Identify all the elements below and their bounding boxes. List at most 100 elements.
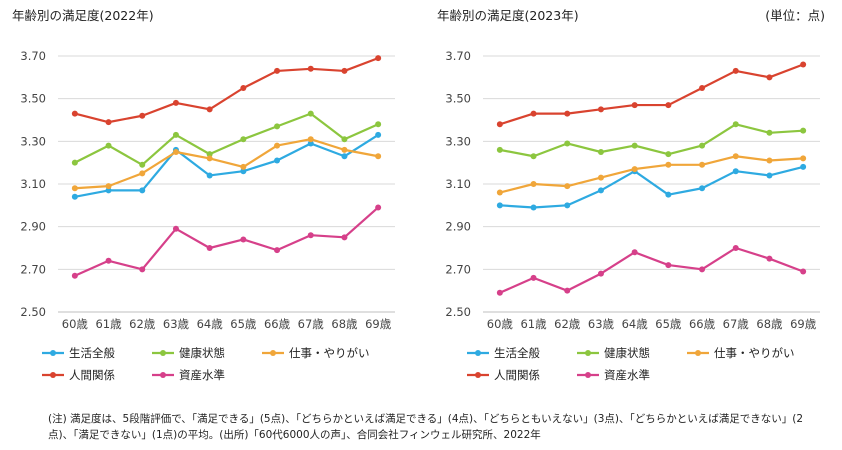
legend-label: 人間関係 [69,368,115,382]
data-point [766,129,773,136]
data-point [105,142,112,149]
data-point [800,268,807,275]
x-tick-label: 64歳 [197,317,224,331]
data-point [375,204,382,211]
data-point [105,187,112,194]
data-point [172,131,179,138]
x-tick-label: 60歳 [62,317,89,331]
data-point [206,155,213,162]
data-point [631,142,638,149]
data-point [800,163,807,170]
data-point [341,136,348,143]
legend-swatch-marker [585,372,591,378]
data-point [139,266,146,273]
data-point [496,146,503,153]
data-point [139,112,146,119]
x-tick-label: 62歳 [129,317,156,331]
data-point [375,131,382,138]
footnote: (注) 満足度は、5段階評価で、「満足できる」(5点)、「どちらかといえば満足で… [48,413,804,441]
legend-swatch-marker [695,350,701,356]
data-point [597,187,604,194]
x-tick-label: 68歳 [331,317,358,331]
chart-2023: 年齢別の満足度(2023年) (単位：点) 2.50 2.70 2.90 3.10 3.30… [437,8,825,382]
legend-label: 健康状態 [179,346,225,360]
data-point [597,149,604,155]
data-point [530,153,537,160]
data-point [699,266,706,273]
data-point [665,151,672,158]
y-tick-label: 3.30 [445,134,471,148]
series-line [499,63,804,126]
data-point [139,187,146,194]
legend-label: 仕事・やりがい [714,346,795,360]
legend-item: 仕事・やりがい [687,346,795,360]
data-point [564,140,571,147]
data-point [597,270,604,277]
data-point [496,202,503,209]
x-tick-label: 63歳 [163,317,190,331]
data-point [631,102,638,109]
y-tick-label: 2.50 [445,305,471,319]
legend-swatch-marker [160,372,166,378]
data-point [530,274,537,281]
data-point [597,106,604,113]
legend-item: 生活全般 [42,346,115,360]
y-tick-label: 3.10 [445,177,471,191]
data-point [597,174,604,181]
data-point [800,155,807,162]
x-tick-label: 63歳 [588,317,615,331]
x-tick-label: 64歳 [622,317,649,331]
data-point [375,121,382,128]
data-point [105,119,112,126]
series-line [74,206,379,277]
series-line [74,134,379,198]
data-point [240,168,247,175]
series-line [499,246,804,294]
data-point [307,136,314,143]
chart-title: 年齢別の満足度(2022年) [12,8,154,23]
data-point [631,166,638,173]
data-point [341,153,348,160]
data-point [665,262,672,269]
legend-item: 生活全般 [467,346,540,360]
x-tick-label: 67歳 [723,317,750,331]
data-point [240,236,247,243]
data-point [732,153,739,160]
legend-label: 仕事・やりがい [289,346,370,360]
data-point [732,121,739,128]
data-point [307,65,314,72]
data-point [307,232,314,239]
data-point [732,67,739,74]
unit-label: (単位：点) [765,8,825,23]
data-point [766,255,773,262]
data-point [240,85,247,91]
x-tick-label: 67歳 [298,317,325,331]
x-tick-label: 66歳 [689,317,716,331]
data-point [172,99,179,106]
data-point [564,110,571,117]
data-point [307,110,314,117]
data-point [665,161,672,168]
y-tick-label: 3.50 [20,92,46,106]
y-tick-label: 2.50 [20,305,46,319]
data-point [564,287,571,294]
data-point [274,142,281,149]
legend-item: 仕事・やりがい [262,346,370,360]
series-line [74,57,379,124]
data-point [800,61,807,68]
data-point [206,245,213,251]
data-point [341,234,348,241]
data-point [71,185,78,192]
data-point [665,191,672,198]
data-point [530,181,537,187]
series-line [499,123,804,158]
data-point [240,136,247,143]
legend-item: 人間関係 [467,368,540,382]
legend-item: 人間関係 [42,368,115,382]
x-tick-label: 65歳 [655,317,682,331]
legend-label: 健康状態 [604,346,650,360]
data-point [496,189,503,196]
data-point [496,289,503,296]
data-point [172,225,179,232]
